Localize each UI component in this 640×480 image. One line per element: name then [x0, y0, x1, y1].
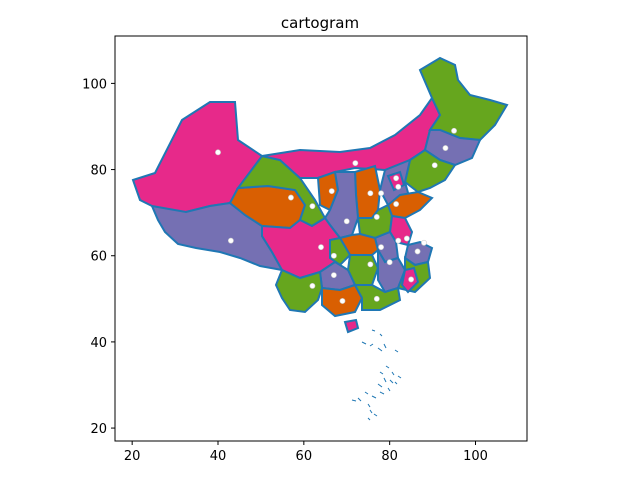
centroid-dot	[373, 214, 380, 220]
centroid-dot	[352, 160, 359, 167]
centroid-dot	[373, 295, 380, 302]
centroid-dot	[367, 190, 374, 197]
region-hainan	[343, 318, 360, 334]
y-tick-label: 80	[90, 164, 107, 179]
y-tick-label: 40	[90, 336, 107, 351]
centroid-dot	[309, 203, 316, 210]
centroid-dot	[408, 276, 415, 283]
centroid-dot	[386, 259, 393, 266]
south-china-sea-islands	[351, 329, 402, 421]
centroid-dot	[339, 298, 346, 304]
x-tick-label: 40	[210, 449, 227, 464]
centroid-dot	[393, 201, 400, 207]
centroid-dot	[378, 244, 384, 251]
centroid-dot	[318, 244, 324, 251]
centroid-dot	[215, 149, 221, 156]
y-tick-label: 100	[82, 77, 107, 92]
centroid-dot	[431, 162, 438, 169]
centroid-dot	[378, 190, 384, 197]
centroid-dot	[395, 183, 402, 190]
centroid-dot	[414, 248, 421, 255]
centroid-dot	[330, 272, 337, 279]
centroid-dot	[421, 239, 427, 246]
region-shanxi	[353, 164, 382, 219]
axis-ticks: 20 40 60 80 100 20 40 60 80 100	[82, 77, 488, 464]
y-tick-label: 20	[90, 422, 107, 437]
centroid-dots	[215, 127, 457, 304]
chart-title: cartogram	[281, 14, 359, 32]
x-tick-label: 100	[463, 449, 488, 464]
x-tick-label: 20	[124, 449, 141, 464]
map-regions	[131, 56, 509, 334]
centroid-dot	[309, 282, 316, 289]
centroid-dot	[288, 194, 294, 201]
centroid-dot	[367, 261, 374, 268]
centroid-dot	[393, 175, 400, 182]
centroid-dot	[395, 237, 402, 244]
region-liaoning	[403, 148, 457, 194]
centroid-dot	[451, 127, 457, 134]
centroid-dot	[442, 145, 449, 151]
centroid-dot	[227, 237, 234, 244]
centroid-dot	[403, 235, 410, 242]
region-heilongjiang	[418, 56, 509, 142]
centroid-dot	[330, 252, 337, 259]
centroid-dot	[328, 188, 335, 195]
centroid-dot	[343, 218, 350, 225]
y-tick-label: 60	[90, 250, 107, 265]
x-tick-label: 80	[381, 449, 398, 464]
x-tick-label: 60	[296, 449, 313, 464]
axes-frame	[114, 35, 528, 442]
region-yunnan	[274, 268, 324, 314]
